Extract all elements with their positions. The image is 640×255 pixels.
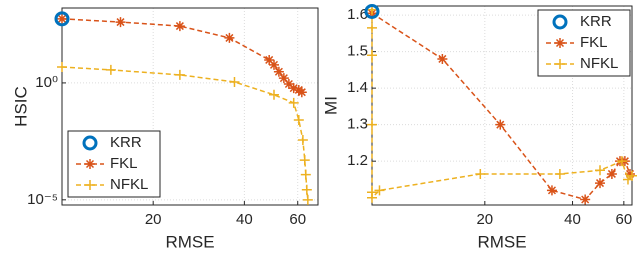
x-tick-label: 60 <box>615 211 632 228</box>
marker <box>437 53 448 64</box>
legend-label: FKL <box>110 155 138 172</box>
y-tick-label: 1.2 <box>347 152 368 169</box>
series-line <box>61 66 309 200</box>
marker <box>374 185 385 196</box>
marker <box>552 14 568 30</box>
marker <box>115 17 126 28</box>
legend-label: NFKL <box>580 55 618 72</box>
marker <box>495 119 506 130</box>
marker <box>475 168 486 179</box>
legend: KRR FKL NFKL <box>67 130 161 198</box>
y-tick-label: 1.4 <box>347 79 368 96</box>
marker <box>301 184 312 195</box>
marker <box>627 170 637 181</box>
legend-label: KRR <box>110 134 142 151</box>
marker <box>288 97 299 108</box>
marker <box>554 168 565 179</box>
x-axis-label: RMSE <box>477 232 526 251</box>
marker <box>264 54 275 65</box>
series <box>57 13 307 98</box>
marker <box>54 11 70 27</box>
x-tick-label: 40 <box>564 211 581 228</box>
x-axis-label: RMSE <box>165 232 214 251</box>
marker <box>595 178 606 189</box>
marker <box>297 135 308 146</box>
marker <box>85 180 95 190</box>
y-axis-label: MI <box>321 96 340 115</box>
marker <box>105 64 116 75</box>
marker <box>273 66 284 77</box>
axes-box <box>61 7 319 206</box>
marker <box>625 168 636 179</box>
marker <box>546 185 557 196</box>
marker <box>299 155 310 166</box>
marker <box>300 169 311 180</box>
x-tick-label: 20 <box>476 211 493 228</box>
series <box>364 3 380 19</box>
x-tick-label: 40 <box>236 211 253 228</box>
series <box>54 11 70 27</box>
marker <box>555 59 565 69</box>
axes-box <box>371 5 633 206</box>
marker <box>367 22 377 33</box>
marker <box>302 194 313 205</box>
marker <box>224 32 235 43</box>
marker <box>82 135 98 151</box>
marker <box>364 3 380 19</box>
y-tick-label: 1.3 <box>347 116 368 133</box>
marker <box>268 89 279 100</box>
marker <box>283 78 294 89</box>
marker <box>229 76 240 87</box>
x-tick-label: 60 <box>289 211 306 228</box>
marker <box>85 159 95 169</box>
marker <box>293 114 304 125</box>
marker <box>606 168 617 179</box>
legend-label: NFKL <box>110 176 148 193</box>
marker <box>555 38 565 48</box>
marker <box>268 59 279 70</box>
marker <box>367 119 377 130</box>
series <box>57 61 313 205</box>
legend: KRR FKL NFKL <box>537 9 631 77</box>
marker <box>580 194 591 205</box>
marker <box>57 61 67 72</box>
marker <box>616 156 627 167</box>
marker <box>174 69 185 80</box>
y-tick-label: 1.5 <box>347 43 368 60</box>
x-tick-label: 20 <box>145 211 162 228</box>
y-tick-label: 10⁰ <box>35 74 58 91</box>
marker <box>278 73 289 84</box>
marker <box>288 83 299 94</box>
marker <box>174 21 185 32</box>
y-axis-label: HSIC <box>11 86 30 127</box>
y-tick-label: 10⁻⁵ <box>27 191 58 208</box>
marker <box>57 13 67 24</box>
marker <box>595 165 606 176</box>
marker <box>296 87 307 98</box>
legend-label: FKL <box>580 34 608 51</box>
series <box>367 4 637 203</box>
legend-label: KRR <box>580 13 612 30</box>
marker <box>367 50 377 61</box>
marker <box>367 192 377 203</box>
y-tick-label: 1.6 <box>347 6 368 23</box>
